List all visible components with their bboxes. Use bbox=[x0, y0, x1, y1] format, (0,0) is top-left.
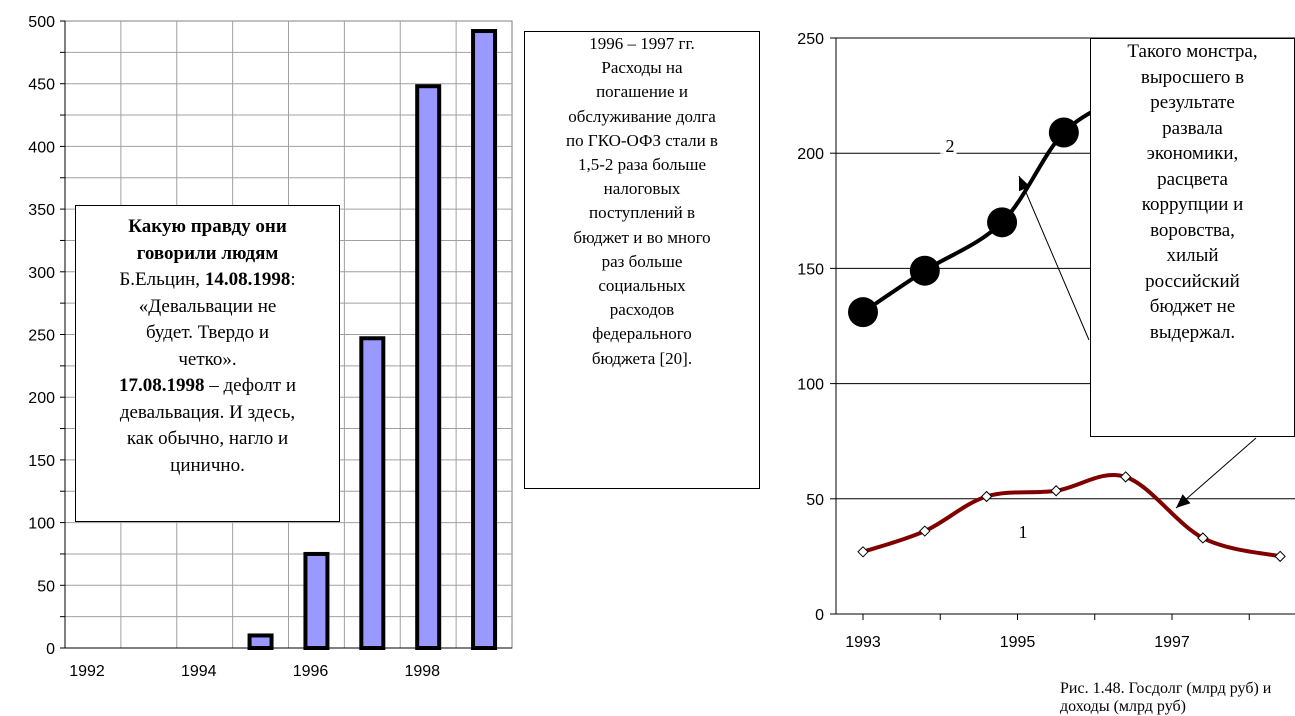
arrow-to-series-1-shaft bbox=[1175, 437, 1257, 509]
arrow-to-series-2-shaft bbox=[1018, 175, 1090, 341]
left-x-tick-label: 1998 bbox=[404, 663, 440, 680]
monster-line: воровства, bbox=[1150, 219, 1235, 241]
quote-line: девальвация. И здесь, bbox=[119, 401, 296, 423]
debt-line: поступлений в bbox=[589, 203, 695, 223]
monster-line: Такого монстра, bbox=[1127, 41, 1258, 62]
debt-line: обслуживание долга bbox=[568, 106, 716, 126]
arrow-to-series-1-head bbox=[1176, 494, 1191, 508]
bar-1995 bbox=[247, 633, 274, 651]
left-y-tick-label: 450 bbox=[28, 77, 55, 94]
series-1-point bbox=[1197, 532, 1209, 544]
debt-line: федерального bbox=[592, 324, 692, 344]
left-y-tick-label: 150 bbox=[28, 453, 55, 470]
quote-annotation-box: Какую правду они говорили людям Б.Ельцин,… bbox=[75, 205, 340, 522]
quote-line: 17.08.1998 – дефолт и bbox=[118, 375, 297, 396]
debt-line: бюджета [20]. bbox=[591, 348, 693, 368]
quote-line: Б.Ельцин, 14.08.1998: bbox=[119, 269, 296, 290]
quote-title-line: говорили людям bbox=[136, 242, 279, 264]
bar-1997 bbox=[359, 336, 386, 650]
monster-line: расцвета bbox=[1157, 168, 1228, 190]
series-1-point bbox=[1050, 485, 1062, 497]
left-y-tick-label: 250 bbox=[28, 328, 55, 345]
monster-annotation-box: Такого монстра, выросшего в результате разв… bbox=[1090, 38, 1295, 437]
monster-line: хилый bbox=[1166, 245, 1219, 266]
series-2-point bbox=[987, 207, 1018, 238]
left-x-tick-label: 1996 bbox=[293, 663, 329, 680]
quote-lines: Б.Ельцин, 14.08.1998: «Девальвации не буде… bbox=[80, 267, 335, 479]
monster-line: коррупции и bbox=[1141, 194, 1244, 215]
right-y-tick-label: 150 bbox=[797, 261, 824, 278]
left-y-tick-label: 50 bbox=[37, 578, 55, 595]
series-1-point bbox=[1119, 471, 1132, 483]
right-y-tick-label: 50 bbox=[806, 492, 824, 509]
debt-line: бюджет и во много bbox=[573, 227, 711, 247]
left-y-tick-label: 350 bbox=[28, 202, 55, 219]
series-2-point bbox=[848, 297, 878, 328]
monster-line: выдержал. bbox=[1149, 321, 1236, 343]
right-y-tick-label: 200 bbox=[797, 146, 824, 163]
quote-title: Какую правду они говорили людям bbox=[80, 214, 335, 267]
monster-line: российский bbox=[1145, 270, 1240, 292]
debt-line: 1996 – 1997 гг. bbox=[589, 34, 695, 53]
debt-line: расходов bbox=[609, 300, 675, 320]
figure-caption: Рис. 1.48. Госдолг (млрд руб) и доходы (… bbox=[1060, 680, 1272, 715]
bar-1996 bbox=[303, 551, 330, 651]
series-1-point bbox=[919, 525, 931, 537]
bar-1998 bbox=[415, 84, 442, 650]
series-1-point bbox=[980, 490, 993, 503]
monster-line: выросшего в bbox=[1140, 66, 1245, 88]
annotation-arrows bbox=[1018, 175, 1257, 509]
debt-line: раз больше bbox=[601, 251, 683, 271]
monster-line: результате bbox=[1150, 92, 1235, 113]
series-2-point bbox=[909, 255, 940, 286]
left-x-tick-label: 1994 bbox=[181, 663, 217, 680]
debt-lines: 1996 – 1997 гг. Расходы на погашение и обсл… bbox=[527, 32, 757, 371]
quote-line: четко». bbox=[178, 348, 237, 370]
right-x-tick-label: 1995 bbox=[1000, 634, 1036, 651]
monster-line: бюджет не bbox=[1149, 296, 1236, 317]
right-y-tick-label: 250 bbox=[797, 31, 824, 48]
quote-line: будет. Твердо и bbox=[145, 322, 269, 343]
bar-1999 bbox=[471, 29, 498, 651]
left-y-tick-label: 0 bbox=[46, 641, 55, 658]
series-1-point bbox=[857, 546, 869, 558]
left-y-tick-label: 400 bbox=[28, 139, 55, 156]
series-1-label: 1 bbox=[1019, 522, 1028, 542]
right-x-tick-label: 1997 bbox=[1154, 634, 1190, 651]
debt-line: погашение и bbox=[596, 82, 688, 102]
series-1-line bbox=[862, 473, 1281, 559]
left-x-tick-label: 1992 bbox=[69, 663, 105, 680]
left-y-tick-label: 100 bbox=[28, 516, 55, 533]
debt-line: социальных bbox=[598, 276, 686, 296]
debt-line: 1,5-2 раза больше bbox=[577, 155, 706, 175]
monster-lines: Такого монстра, выросшего в результате разв… bbox=[1093, 39, 1292, 345]
right-y-tick-label: 100 bbox=[797, 377, 824, 394]
left-y-tick-label: 200 bbox=[28, 390, 55, 407]
arrow-to-series-2-head bbox=[1018, 176, 1031, 192]
left-y-tick-label: 500 bbox=[28, 14, 55, 31]
left-y-tick-label: 300 bbox=[28, 265, 55, 282]
series-1-point bbox=[1274, 550, 1286, 563]
series-2-line bbox=[861, 93, 1127, 314]
monster-line: экономики, bbox=[1146, 143, 1239, 164]
debt-line: по ГКО-ОФЗ стали в bbox=[566, 130, 718, 150]
quote-title-line: Какую правду они bbox=[128, 216, 287, 237]
monster-line: развала bbox=[1162, 117, 1223, 139]
right-y-tick-label: 0 bbox=[815, 607, 824, 624]
debt-line: налоговых bbox=[603, 179, 681, 199]
debt-annotation-box: 1996 – 1997 гг. Расходы на погашение и обсл… bbox=[524, 31, 760, 489]
quote-line: «Девальвации не bbox=[138, 295, 277, 317]
quote-line: как обычно, нагло и bbox=[126, 428, 289, 449]
series-2-label: 2 bbox=[946, 136, 955, 156]
debt-line: Расходы на bbox=[601, 58, 683, 78]
right-x-tick-label: 1993 bbox=[845, 634, 881, 651]
series-2-point bbox=[1048, 117, 1079, 148]
quote-line: цинично. bbox=[170, 454, 245, 476]
